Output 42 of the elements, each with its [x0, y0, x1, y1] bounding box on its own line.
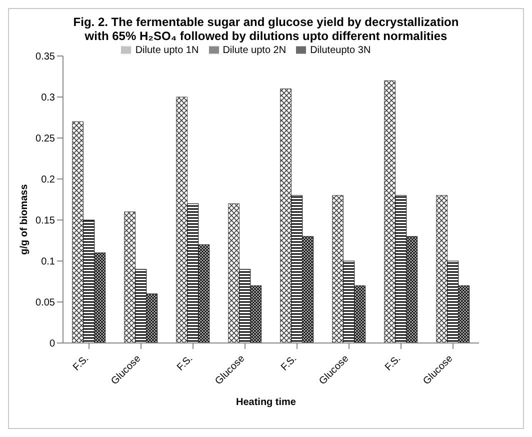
bar [146, 294, 158, 343]
y-tick-label: 0.2 [41, 174, 56, 186]
y-tick-label: 0.35 [36, 52, 56, 63]
bar [343, 260, 355, 343]
x-tick-label: F.S. [71, 353, 92, 374]
bar [228, 203, 240, 343]
legend-label: Diluteupto 3N [310, 45, 371, 56]
bar [436, 195, 448, 343]
bar [94, 252, 106, 343]
chart-title: Fig. 2. The fermentable sugar and glucose yield by decrystallization with 65% H₂SO₄ followed by dilutions upto different normalities [72, 14, 460, 43]
y-tick-label: 0.15 [36, 216, 56, 227]
bar [72, 121, 84, 343]
bar [395, 195, 407, 343]
bar [135, 268, 147, 343]
bar [250, 285, 262, 343]
x-axis-title: Heating time [234, 397, 297, 408]
y-tick-label: 0.1 [41, 256, 56, 268]
bar [291, 195, 303, 343]
bar [198, 244, 210, 343]
bar [458, 285, 470, 343]
bar [124, 212, 136, 343]
bar [406, 236, 418, 343]
bar [239, 268, 251, 343]
bar [332, 195, 344, 343]
bar [302, 236, 314, 343]
y-tick-label: 0 [49, 338, 56, 350]
bar [187, 203, 199, 343]
bar [447, 260, 459, 343]
y-tick-label: 0.25 [36, 134, 56, 145]
bar [354, 285, 366, 343]
y-tick-label: 0.05 [36, 298, 56, 309]
bar [384, 80, 396, 343]
legend-label: Dilute upto 2N [222, 45, 286, 56]
y-axis-title: g/g of biomass [18, 184, 30, 254]
legend-label: Dilute upto 1N [135, 45, 199, 56]
bar [280, 88, 292, 343]
bar [83, 220, 95, 343]
x-tick-label: F.S. [279, 353, 300, 374]
x-tick-label: F.S. [383, 353, 404, 374]
y-tick-label: 0.3 [41, 92, 56, 104]
x-tick-label: F.S. [175, 353, 196, 374]
bar [176, 96, 188, 343]
